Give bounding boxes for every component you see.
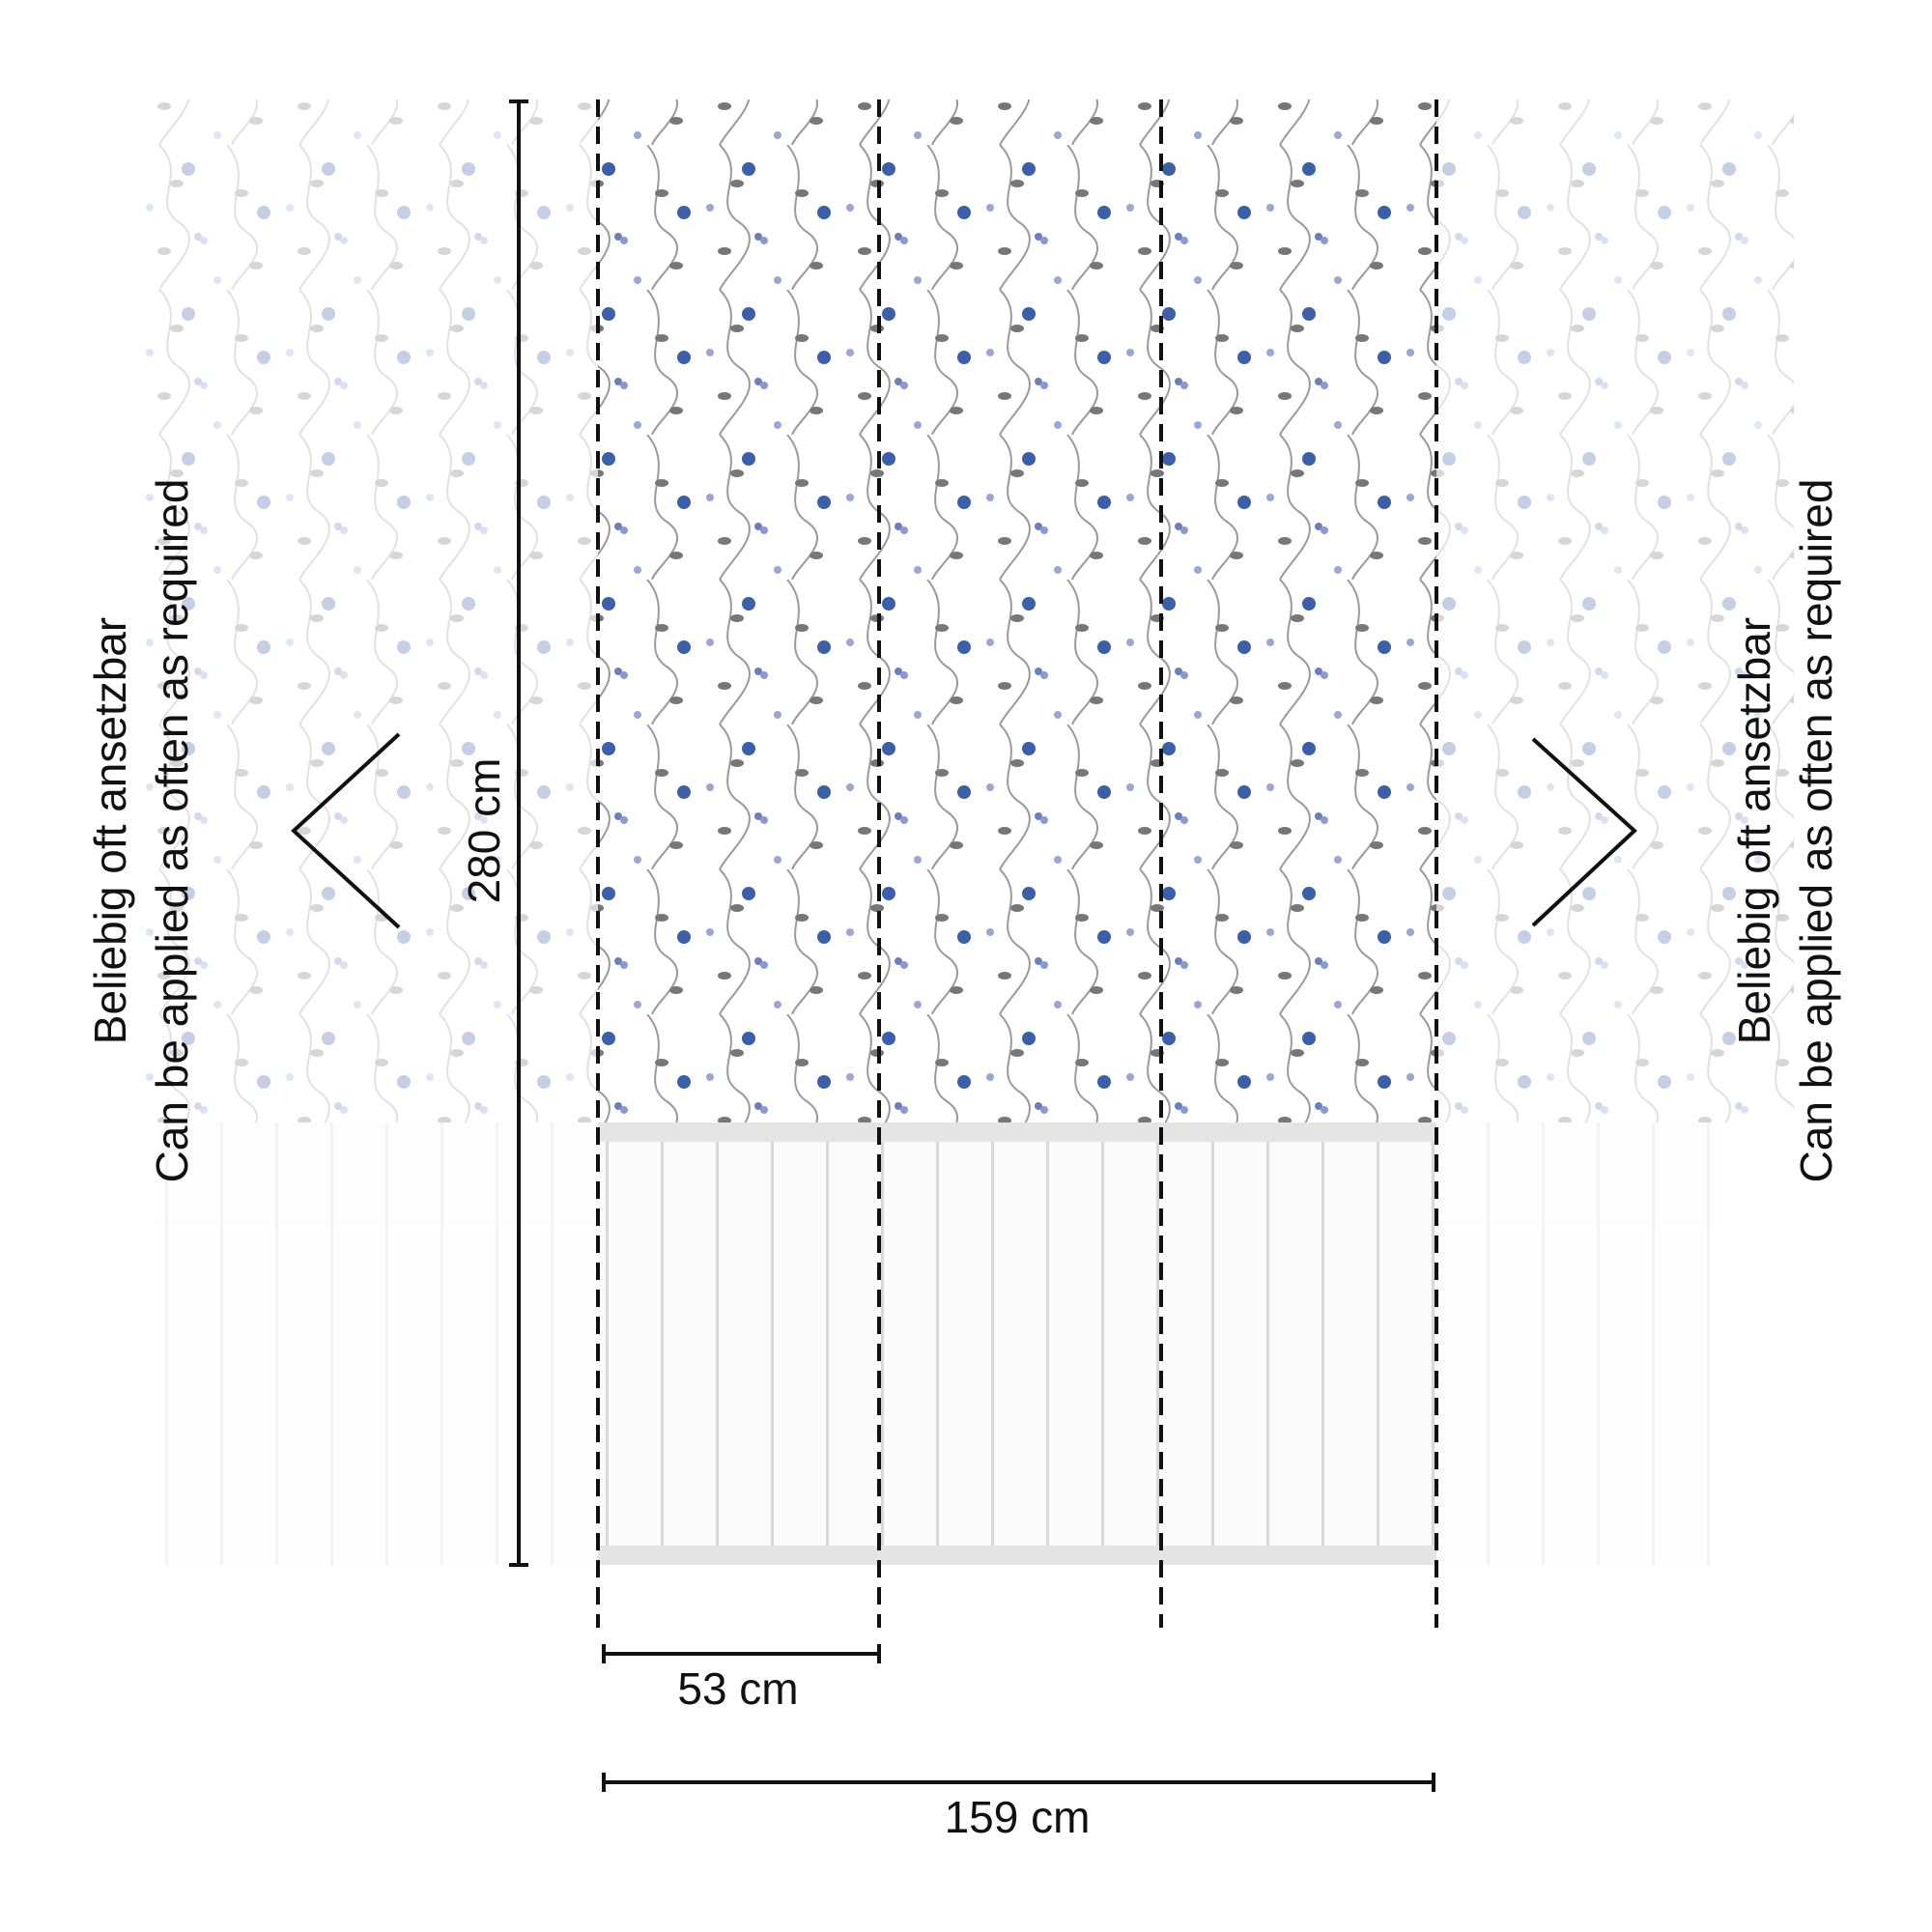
right-arrow <box>1531 737 1637 927</box>
right-note-line1: Beliebig oft ansetzbar <box>1729 617 1779 1044</box>
wallpaper-panels <box>598 99 1436 1565</box>
right-note-line2: Can be applied as often as required <box>1791 479 1841 1183</box>
left-note-line2: Can be applied as often as required <box>147 479 197 1183</box>
wallpaper-faded <box>135 99 1794 1565</box>
total-width-label: 159 cm <box>945 1792 1091 1842</box>
panel-cut-lines <box>596 99 1438 1628</box>
height-dimension <box>509 99 528 1567</box>
panel-width-label: 53 cm <box>677 1663 798 1714</box>
left-arrow <box>291 732 401 929</box>
height-label: 280 cm <box>459 758 509 904</box>
left-note-line1: Beliebig oft ansetzbar <box>85 617 135 1044</box>
width-dimensions <box>602 1644 1435 1792</box>
